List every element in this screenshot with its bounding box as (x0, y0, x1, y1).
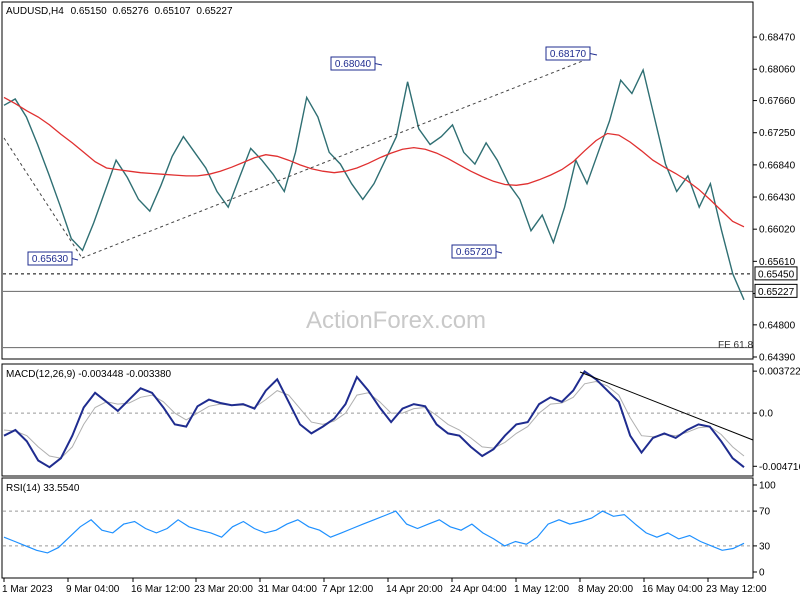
x-tick-label: 16 Mar 12:00 (131, 584, 190, 595)
rsi-line (3, 510, 745, 554)
annotation-2: 0.65720 (451, 244, 503, 259)
price-ytick-label: 0.66840 (759, 160, 796, 171)
annotation-text: 0.68040 (335, 59, 372, 70)
rsi-ytick-label: 70 (759, 507, 771, 518)
price-ytick-label: 0.64800 (759, 320, 796, 331)
annotation-connector (495, 251, 503, 254)
moving-average-line (3, 96, 745, 228)
price-level-label: 0.65227 (758, 287, 795, 298)
macd-layer: 0.003722 0.0 -0.004716 (3, 367, 800, 473)
macd-ytick-label: -0.004716 (759, 462, 800, 473)
macd-line (3, 369, 745, 469)
rsi-ytick-label: 100 (759, 481, 776, 492)
price-ytick-label: 0.65610 (759, 257, 796, 268)
macd-panel-frame (1, 363, 754, 477)
rsi-layer: 100 70 30 0 (3, 481, 776, 579)
price-ytick-label: 0.67250 (759, 128, 796, 139)
price-panel-frame (1, 1, 754, 360)
annotation-1: 0.68040 (330, 56, 383, 71)
price-title: AUDUSD,H4 0.65150 0.65276 0.65107 0.6522… (6, 6, 233, 17)
macd-title: MACD(12,26,9) -0.003448 -0.003380 (6, 369, 172, 380)
price-level-box (754, 283, 798, 298)
ohlc-open: 0.65150 (71, 6, 108, 17)
x-tick-label: 24 Apr 04:00 (450, 584, 507, 595)
annotation-text: 0.68170 (550, 49, 587, 60)
rising-trend-line (81, 59, 586, 259)
macd-trend-line (579, 371, 754, 441)
ohlc-close: 0.65227 (196, 6, 233, 17)
rsi-ytick-label: 0 (759, 568, 765, 579)
price-layer: 0.68470 0.68060 0.67660 0.67250 0.66840 0.664… (3, 33, 798, 364)
x-tick-label: 31 Mar 04:00 (258, 584, 317, 595)
x-tick-label: 7 Apr 12:00 (322, 584, 374, 595)
annotation-text: 0.65720 (456, 247, 493, 258)
x-tick-label: 23 May 12:00 (706, 584, 767, 595)
annotation-connector (589, 53, 598, 56)
x-tick-label: 9 Mar 04:00 (66, 584, 120, 595)
price-level-box (754, 266, 798, 281)
price-ytick-label: 0.67660 (759, 96, 796, 107)
macd-ytick-label: 0.003722 (759, 367, 800, 378)
ohlc-low: 0.65107 (154, 6, 191, 17)
price-level-label: 0.65450 (758, 269, 795, 280)
price-ytick-label: 0.68060 (759, 65, 796, 76)
x-tick-label: 23 Mar 20:00 (194, 584, 253, 595)
price-ytick-label: 0.66020 (759, 225, 796, 236)
x-tick-label: 1 Mar 2023 (2, 584, 53, 595)
annotation-connector (71, 258, 79, 261)
annotation-0: 0.65630 (27, 251, 79, 266)
price-ytick-label: 0.66430 (759, 193, 796, 204)
x-tick-label: 16 May 04:00 (642, 584, 703, 595)
annotation-connector (374, 63, 383, 66)
ohlc-high: 0.65276 (113, 6, 150, 17)
price-symbol: AUDUSD,H4 (6, 6, 64, 17)
price-ytick-label: 0.64390 (759, 353, 796, 364)
rsi-ytick-label: 30 (759, 541, 771, 552)
annotation-text: 0.65630 (32, 254, 69, 265)
axis-layer: 1 Mar 2023 9 Mar 04:00 16 Mar 12:00 23 Mar … (2, 578, 767, 595)
fe-annotation-text: FE 61.8 (718, 340, 753, 351)
price-ytick-label: 0.68470 (759, 33, 796, 44)
watermark: ActionForex.com (306, 307, 486, 334)
rsi-panel-frame (1, 477, 754, 579)
annotation-3: 0.68170 (545, 46, 598, 61)
price-series-line (3, 67, 745, 301)
x-tick-label: 8 May 20:00 (578, 584, 633, 595)
x-tick-label: 14 Apr 20:00 (386, 584, 443, 595)
rsi-title: RSI(14) 33.5540 (6, 483, 80, 494)
macd-ytick-label: 0.0 (759, 409, 773, 420)
x-tick-label: 1 May 12:00 (514, 584, 569, 595)
